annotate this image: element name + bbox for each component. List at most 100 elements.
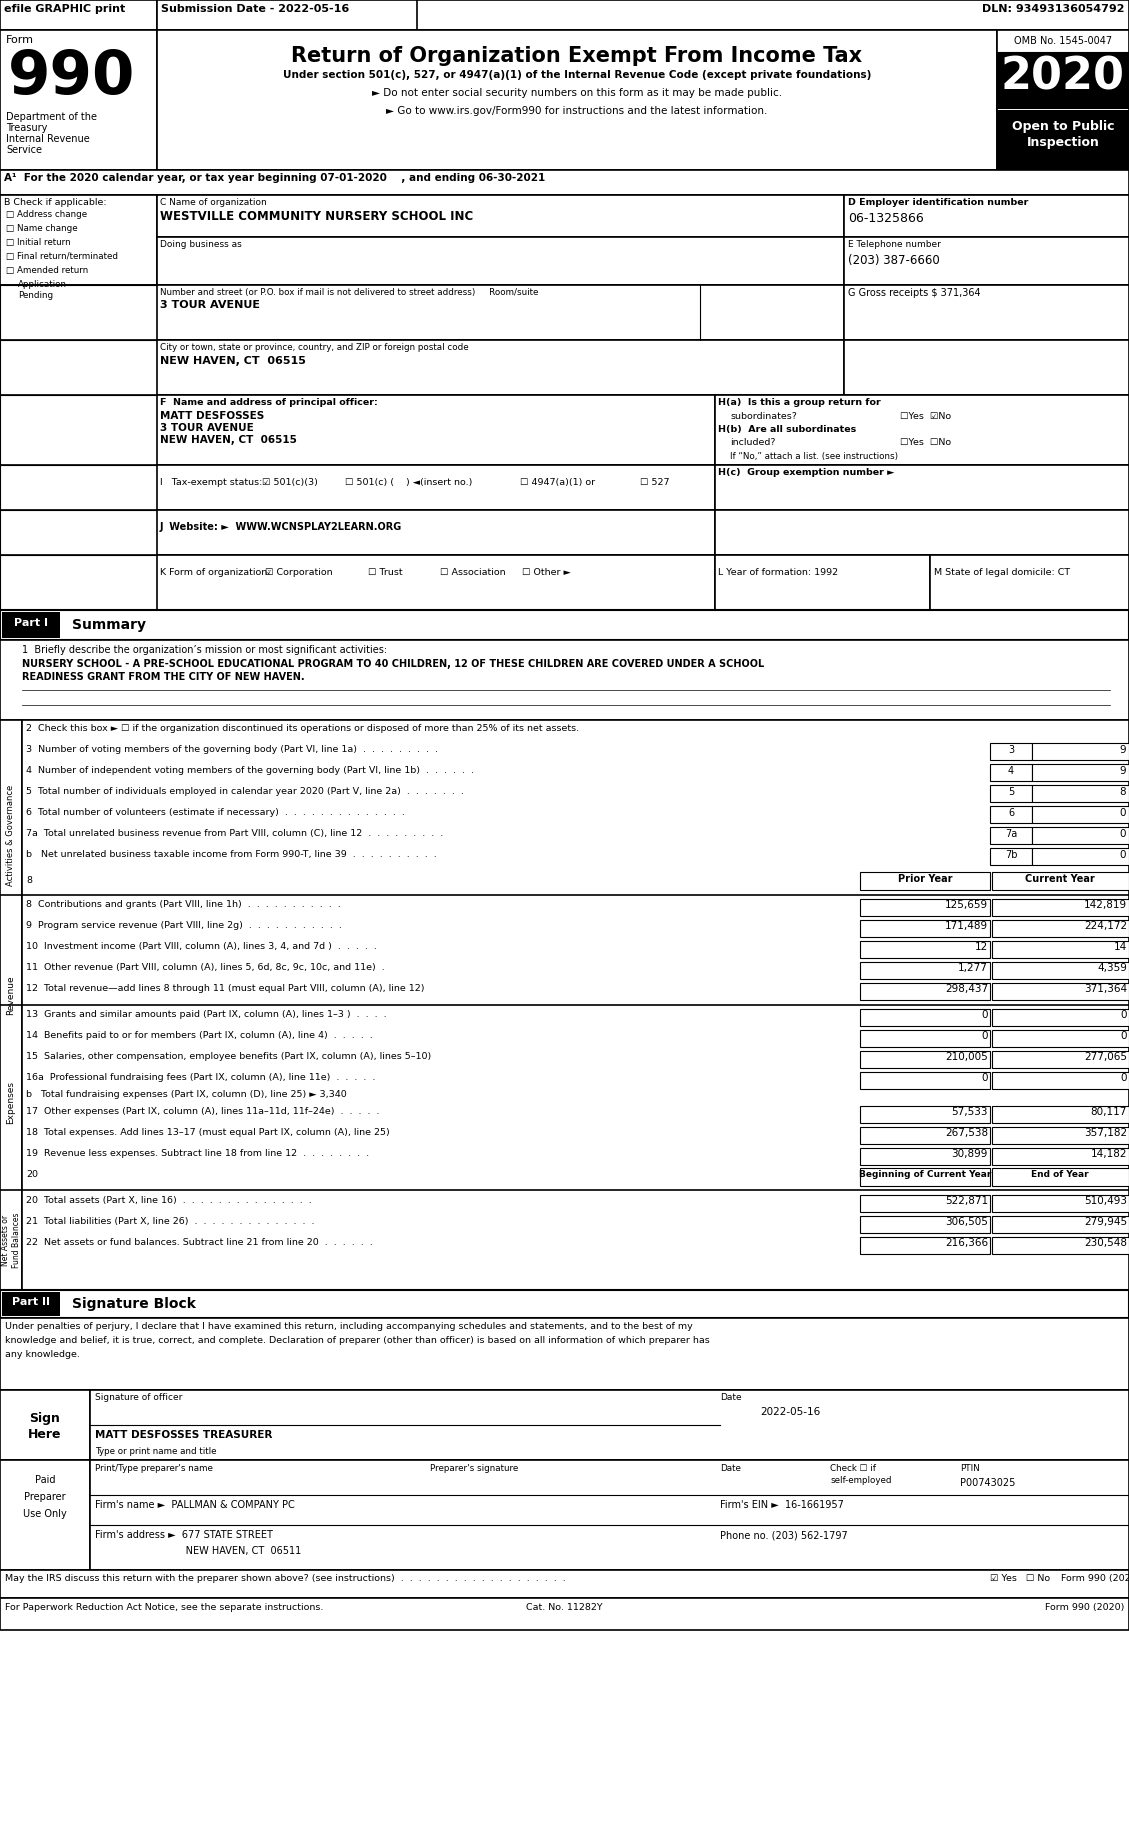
Text: 171,489: 171,489 [945, 921, 988, 932]
Bar [0, 1290, 1129, 1317]
Text: 0: 0 [1120, 808, 1126, 818]
Text: NEW HAVEN, CT  06515: NEW HAVEN, CT 06515 [160, 435, 297, 446]
Bar [860, 1051, 990, 1069]
Text: 17  Other expenses (Part IX, column (A), lines 11a–11d, 11f–24e)  .  .  .  .  .: 17 Other expenses (Part IX, column (A), … [26, 1107, 379, 1116]
Text: 267,538: 267,538 [945, 1127, 988, 1138]
Bar [21, 720, 1129, 950]
Bar [860, 1072, 990, 1089]
Text: 13  Grants and similar amounts paid (Part IX, column (A), lines 1–3 )  .  .  .  : 13 Grants and similar amounts paid (Part… [26, 1010, 386, 1019]
Bar [990, 764, 1032, 780]
Bar [860, 941, 990, 957]
Text: ☑ Corporation: ☑ Corporation [265, 568, 333, 577]
Text: 3  Number of voting members of the governing body (Part VI, line 1a)  .  .  .  .: 3 Number of voting members of the govern… [26, 745, 438, 755]
Bar [992, 941, 1129, 957]
Bar [0, 610, 1129, 639]
Text: Date: Date [720, 1463, 741, 1473]
Text: Part I: Part I [14, 618, 49, 628]
Bar [992, 1217, 1129, 1233]
Text: PTIN: PTIN [960, 1463, 980, 1473]
Text: ► Do not enter social security numbers on this form as it may be made public.: ► Do not enter social security numbers o… [371, 88, 782, 99]
Text: OMB No. 1545-0047: OMB No. 1545-0047 [1014, 37, 1112, 46]
Bar [1032, 848, 1129, 864]
Bar [0, 395, 157, 466]
Text: ► Go to www.irs.gov/Form990 for instructions and the latest information.: ► Go to www.irs.gov/Form990 for instruct… [386, 106, 768, 115]
Text: 2  Check this box ► ☐ if the organization discontinued its operations or dispose: 2 Check this box ► ☐ if the organization… [26, 723, 579, 733]
Text: J  Website: ►  WWW.WCNSPLAY2LEARN.ORG: J Website: ► WWW.WCNSPLAY2LEARN.ORG [160, 523, 402, 532]
Text: Check ☐ if: Check ☐ if [830, 1463, 876, 1473]
Text: knowledge and belief, it is true, correct, and complete. Declaration of preparer: knowledge and belief, it is true, correc… [5, 1336, 710, 1345]
Text: 12: 12 [974, 943, 988, 952]
Bar [0, 1189, 21, 1290]
Bar [992, 1195, 1129, 1211]
Bar [997, 53, 1129, 110]
Text: Current Year: Current Year [1025, 873, 1095, 884]
Bar [0, 195, 157, 285]
Bar [157, 195, 844, 238]
Bar [860, 1237, 990, 1253]
Text: Paid: Paid [35, 1474, 55, 1485]
Bar [157, 555, 715, 610]
Text: Cat. No. 11282Y: Cat. No. 11282Y [526, 1602, 602, 1611]
Text: 371,364: 371,364 [1084, 985, 1127, 994]
Text: self-employed: self-employed [830, 1476, 892, 1485]
Bar [0, 1460, 1129, 1569]
Text: Number and street (or P.O. box if mail is not delivered to street address)     R: Number and street (or P.O. box if mail i… [160, 289, 539, 298]
Bar [90, 1390, 1129, 1460]
Bar [992, 1051, 1129, 1069]
Text: 3 TOUR AVENUE: 3 TOUR AVENUE [160, 300, 260, 311]
Bar [860, 1009, 990, 1027]
Bar [992, 1147, 1129, 1166]
Bar [844, 195, 1129, 238]
Text: Firm's name ►  PALLMAN & COMPANY PC: Firm's name ► PALLMAN & COMPANY PC [95, 1500, 295, 1509]
Text: 230,548: 230,548 [1084, 1239, 1127, 1248]
Text: 6: 6 [1008, 808, 1014, 818]
Bar [992, 983, 1129, 999]
Bar [990, 848, 1032, 864]
Text: Signature of officer: Signature of officer [95, 1392, 183, 1401]
Bar [0, 895, 21, 1094]
Text: 14: 14 [1113, 943, 1127, 952]
Text: Submission Date - 2022-05-16: Submission Date - 2022-05-16 [161, 4, 349, 15]
Bar [990, 786, 1032, 802]
Text: 20  Total assets (Part X, line 16)  .  .  .  .  .  .  .  .  .  .  .  .  .  .  .: 20 Total assets (Part X, line 16) . . . … [26, 1197, 312, 1206]
Bar [0, 555, 1129, 610]
Text: ☐ Trust: ☐ Trust [368, 568, 403, 577]
Bar [992, 1072, 1129, 1089]
Bar [0, 1390, 1129, 1460]
Text: 8: 8 [1119, 787, 1126, 797]
Bar [990, 828, 1032, 844]
Text: City or town, state or province, country, and ZIP or foreign postal code: City or town, state or province, country… [160, 343, 469, 353]
Text: DLN: 93493136054792: DLN: 93493136054792 [982, 4, 1124, 15]
Text: Preparer: Preparer [24, 1493, 65, 1502]
Text: Treasury: Treasury [6, 122, 47, 133]
Text: 4  Number of independent voting members of the governing body (Part VI, line 1b): 4 Number of independent voting members o… [26, 766, 474, 775]
Bar [992, 871, 1129, 890]
Bar [2, 1292, 60, 1315]
Text: 8: 8 [26, 875, 32, 884]
Bar [157, 340, 844, 395]
Text: efile GRAPHIC print: efile GRAPHIC print [5, 4, 125, 15]
Text: 0: 0 [1120, 1010, 1127, 1019]
Text: 306,505: 306,505 [945, 1217, 988, 1228]
Text: (203) 387-6660: (203) 387-6660 [848, 254, 939, 267]
Text: P00743025: P00743025 [960, 1478, 1015, 1487]
Text: 0: 0 [981, 1010, 988, 1019]
Text: 11  Other revenue (Part VIII, column (A), lines 5, 6d, 8c, 9c, 10c, and 11e)  .: 11 Other revenue (Part VIII, column (A),… [26, 963, 385, 972]
Text: NEW HAVEN, CT  06511: NEW HAVEN, CT 06511 [95, 1546, 301, 1557]
Text: H(b)  Are all subordinates: H(b) Are all subordinates [718, 426, 856, 435]
Text: WESTVILLE COMMUNITY NURSERY SCHOOL INC: WESTVILLE COMMUNITY NURSERY SCHOOL INC [160, 210, 473, 223]
Bar [21, 895, 1129, 1094]
Bar [992, 963, 1129, 979]
Text: 4: 4 [1008, 766, 1014, 776]
Bar [0, 29, 157, 170]
Text: 1,277: 1,277 [959, 963, 988, 974]
Bar [1032, 806, 1129, 822]
Bar [992, 1009, 1129, 1027]
Text: 9: 9 [1119, 766, 1126, 776]
Text: Application: Application [18, 280, 67, 289]
Text: 0: 0 [1120, 1030, 1127, 1041]
Text: May the IRS discuss this return with the preparer shown above? (see instructions: May the IRS discuss this return with the… [5, 1575, 566, 1582]
Bar [0, 1569, 1129, 1599]
Text: 298,437: 298,437 [945, 985, 988, 994]
Text: Date: Date [720, 1392, 742, 1401]
